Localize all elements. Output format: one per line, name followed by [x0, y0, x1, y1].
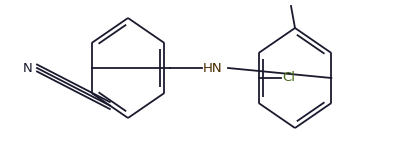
Text: N: N — [22, 61, 32, 75]
Text: HN: HN — [203, 61, 223, 75]
Text: Cl: Cl — [283, 72, 296, 84]
